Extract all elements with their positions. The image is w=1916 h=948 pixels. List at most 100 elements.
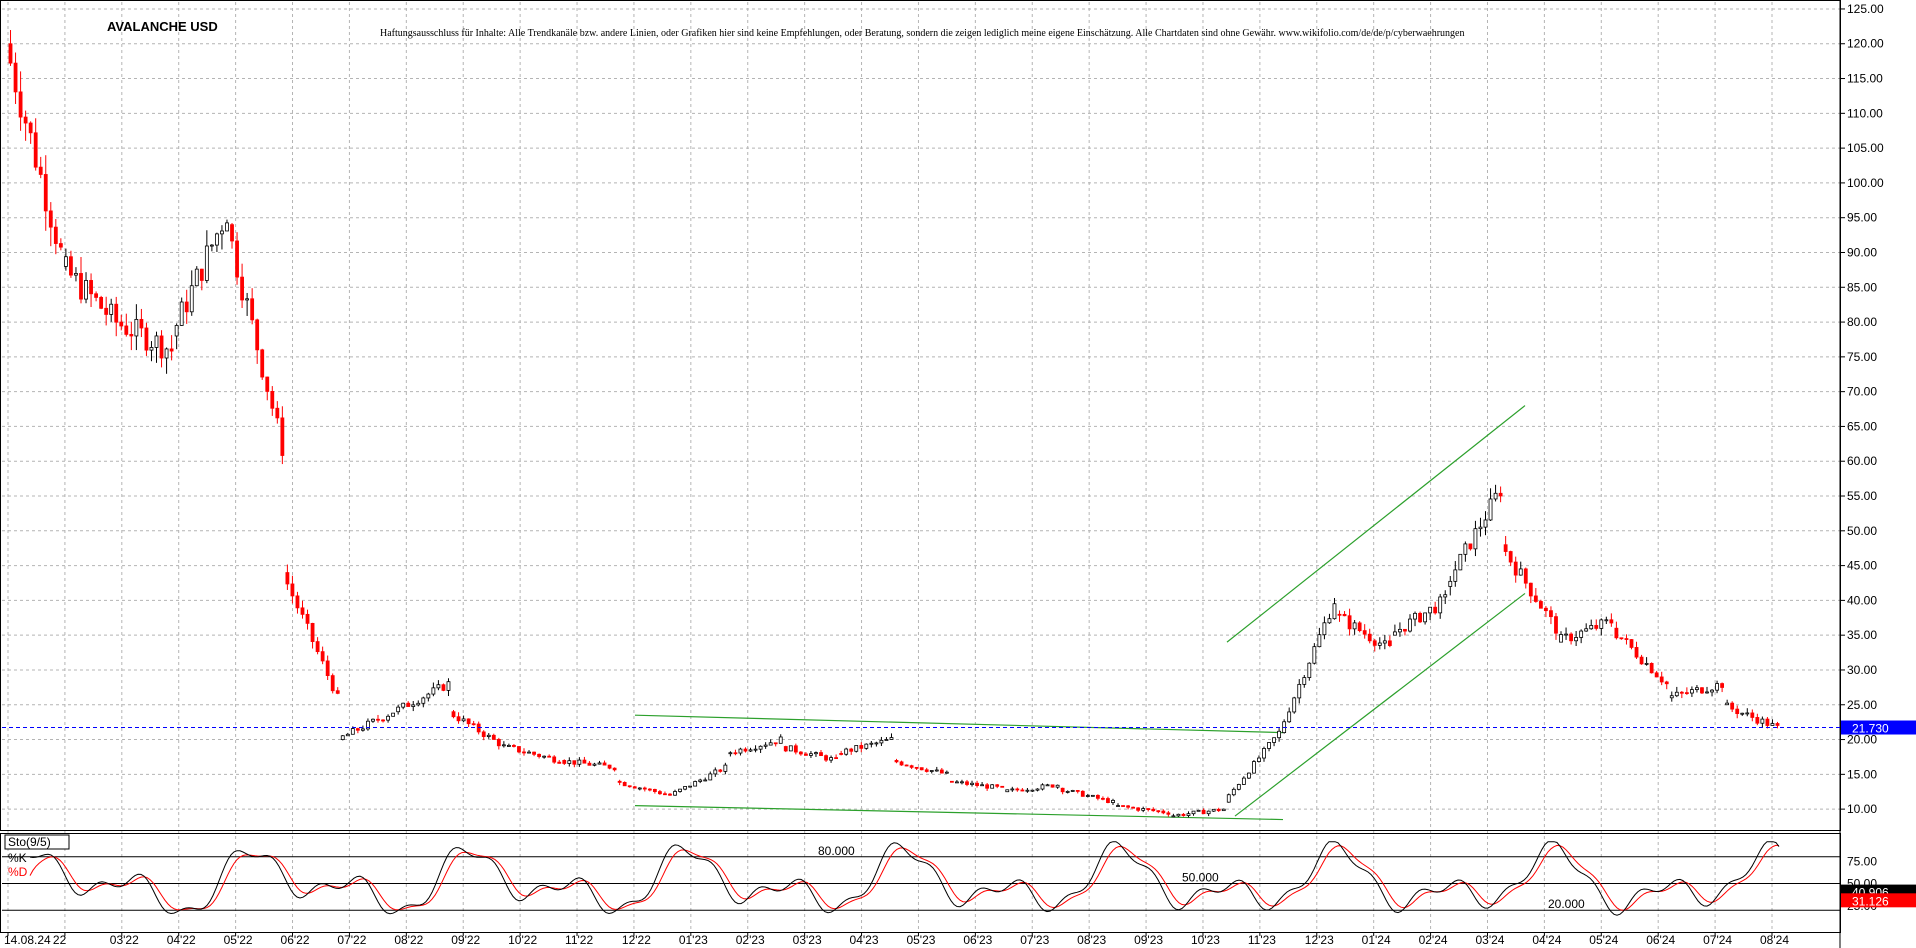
stoch-level-label: 50.000 bbox=[1182, 871, 1219, 885]
candle-body bbox=[1317, 634, 1322, 648]
candle-body bbox=[1337, 613, 1342, 616]
candle-body bbox=[592, 763, 597, 766]
candle-body bbox=[1564, 633, 1568, 636]
candle-body bbox=[975, 782, 979, 786]
stoch-d-line bbox=[29, 844, 1780, 911]
x-tick-label: 05'23 bbox=[906, 933, 935, 947]
candle-body bbox=[1695, 687, 1699, 690]
candle-body bbox=[1186, 813, 1191, 816]
candle-body bbox=[1241, 777, 1246, 785]
stoch-level-label: 80.000 bbox=[818, 844, 855, 858]
candle-body bbox=[79, 273, 83, 300]
candle-body bbox=[1513, 561, 1518, 576]
candle-body bbox=[1392, 631, 1397, 636]
stoch-k-legend: %K bbox=[8, 851, 27, 865]
candle-body bbox=[562, 760, 567, 764]
y-tick-label: 80.00 bbox=[1847, 315, 1877, 329]
candle-body bbox=[1307, 662, 1312, 678]
candle-body bbox=[1126, 805, 1130, 808]
candle-body bbox=[1408, 618, 1412, 632]
candle-body bbox=[1760, 718, 1765, 724]
current-price-label: 21.730 bbox=[1852, 722, 1889, 736]
y-tick-label: 110.00 bbox=[1847, 106, 1883, 120]
candle-body bbox=[663, 793, 667, 796]
candle-body bbox=[743, 748, 748, 752]
candle-body bbox=[1498, 492, 1503, 497]
candle-body bbox=[1272, 737, 1276, 743]
candle-body bbox=[542, 755, 547, 758]
candle-body bbox=[1156, 810, 1161, 813]
candle-body bbox=[361, 728, 365, 731]
candle-body bbox=[512, 744, 516, 747]
candle-body bbox=[1231, 788, 1236, 796]
candle-body bbox=[985, 784, 990, 789]
candle-body bbox=[124, 325, 129, 335]
y-tick-label: 20.00 bbox=[1847, 733, 1877, 747]
candle-body bbox=[1413, 612, 1417, 620]
candle-body bbox=[1443, 594, 1448, 598]
candle-body bbox=[300, 607, 305, 615]
x-tick-label: 01'23 bbox=[679, 933, 708, 947]
candle-body bbox=[461, 718, 466, 722]
candle-body bbox=[1674, 691, 1679, 697]
x-tick-label: 06'24 bbox=[1646, 933, 1675, 947]
candle-body bbox=[1423, 612, 1427, 623]
x-tick-label: 03'22 bbox=[110, 933, 139, 947]
candle-body bbox=[1010, 788, 1015, 791]
stoch-d-value: 31.126 bbox=[1852, 894, 1889, 908]
candle-body bbox=[421, 697, 426, 704]
x-tick-label: 04'22 bbox=[167, 933, 196, 947]
y-tick-label: 10.00 bbox=[1847, 802, 1877, 816]
stoch-level-label: 20.000 bbox=[1548, 897, 1585, 911]
y-tick-label: 120.00 bbox=[1847, 37, 1884, 51]
candle-body bbox=[1574, 637, 1579, 642]
candle-body bbox=[466, 718, 471, 725]
candle-body bbox=[1398, 628, 1402, 633]
candle-body bbox=[235, 240, 239, 278]
candle-body bbox=[642, 787, 647, 790]
candle-body bbox=[1121, 805, 1125, 807]
candle-body bbox=[748, 749, 753, 752]
candle-body bbox=[74, 273, 78, 276]
candle-body bbox=[824, 755, 828, 761]
disclaimer-text: Haftungsausschluss für Inhalte: Alle Tre… bbox=[380, 28, 1465, 39]
trendline-channel-bottom bbox=[1234, 592, 1526, 817]
candle-body bbox=[1639, 656, 1644, 665]
candle-body bbox=[204, 245, 209, 281]
candle-body bbox=[63, 256, 68, 267]
candle-body bbox=[688, 785, 693, 788]
candle-body bbox=[471, 723, 476, 726]
candle-body bbox=[1116, 805, 1120, 807]
candle-body bbox=[1715, 683, 1719, 691]
candle-body bbox=[834, 757, 839, 760]
candle-body bbox=[109, 303, 114, 315]
candle-body bbox=[129, 333, 134, 337]
candle-body bbox=[295, 595, 300, 609]
candle-body bbox=[366, 720, 370, 730]
trendline-triangle-bottom bbox=[634, 805, 1284, 821]
candle-body bbox=[1236, 784, 1241, 790]
candle-body bbox=[577, 759, 582, 765]
y-tick-label: 65.00 bbox=[1847, 419, 1877, 433]
candle-body bbox=[869, 742, 874, 745]
candle-body bbox=[1705, 691, 1709, 694]
candle-body bbox=[1629, 639, 1634, 648]
candle-body bbox=[1302, 677, 1307, 685]
candle-body bbox=[411, 704, 416, 707]
candle-body bbox=[1554, 616, 1558, 634]
candle-body bbox=[1277, 730, 1282, 739]
candle-body bbox=[607, 764, 612, 769]
candle-body bbox=[683, 786, 687, 790]
candle-body bbox=[1518, 568, 1523, 576]
candle-body bbox=[376, 718, 380, 721]
candle-body bbox=[1342, 613, 1347, 617]
candle-body bbox=[1624, 638, 1629, 640]
x-tick-label: 12'23 bbox=[1305, 933, 1334, 947]
candle-body bbox=[1720, 683, 1725, 688]
candle-body bbox=[949, 780, 954, 783]
candle-body bbox=[955, 781, 959, 784]
candle-body bbox=[381, 719, 385, 722]
candle-body bbox=[783, 746, 788, 752]
candle-body bbox=[1327, 618, 1332, 624]
candle-body bbox=[1312, 646, 1317, 664]
